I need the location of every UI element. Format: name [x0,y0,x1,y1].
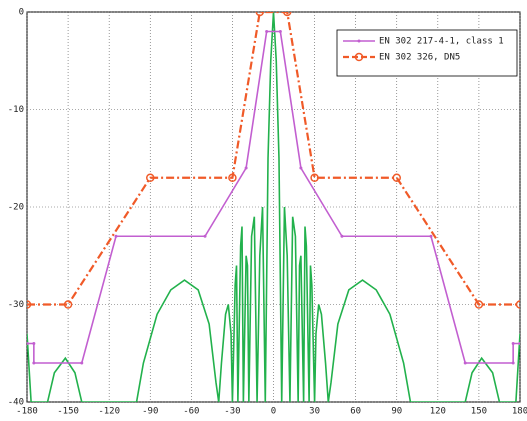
x-tick-label: -90 [142,407,158,417]
marker [282,12,292,17]
legend-marker [357,39,361,43]
x-tick-label: 180 [512,407,527,417]
marker [228,173,237,182]
y-tick-label: -30 [8,300,24,310]
lines [27,12,520,402]
x-tick-label: -60 [183,407,199,417]
x-tick-label: -30 [224,407,240,417]
x-tick-label: -120 [98,407,120,417]
marker [244,166,248,170]
marker [299,166,303,170]
legend: EN 302 217-4-1, class 1 EN 302 326, DN5 [336,29,518,77]
x-tick-label: -180 [16,407,38,417]
marker [511,342,515,345]
marker [265,30,269,33]
x-tick-label: 0 [271,407,276,417]
marker [63,300,73,309]
marker [27,342,29,345]
series-line [27,12,520,306]
x-tick-label: 120 [430,407,446,417]
x-tick-label: -150 [57,407,79,417]
y-tick-label: -40 [8,398,24,408]
marker [255,12,265,17]
marker [32,361,36,365]
marker [392,173,401,182]
marker [515,300,520,309]
y-tick-label: -20 [8,203,24,213]
marker [474,300,484,309]
marker [146,173,155,182]
y-tick-label: -10 [8,105,24,115]
marker [32,342,36,345]
marker [518,342,520,345]
marker [203,234,207,238]
marker [310,173,319,182]
series-line [27,30,520,364]
x-tick-label: 150 [471,407,487,417]
legend-box [336,29,518,77]
marker [511,361,515,365]
legend-label: EN 302 326, DN5 [379,53,460,63]
legend-label: EN 302 217-4-1, class 1 [379,37,504,47]
x-tick-label: 60 [350,407,361,417]
legend-marker [354,52,364,62]
marker [340,234,344,238]
x-tick-label: 90 [391,407,402,417]
marker [278,30,282,33]
marker [27,300,32,309]
marker [429,234,433,238]
marker [114,234,118,238]
marker [463,361,467,365]
marker [80,361,84,365]
series-line [27,12,520,402]
x-tick-label: 30 [309,407,320,417]
y-tick-label: 0 [19,8,24,18]
